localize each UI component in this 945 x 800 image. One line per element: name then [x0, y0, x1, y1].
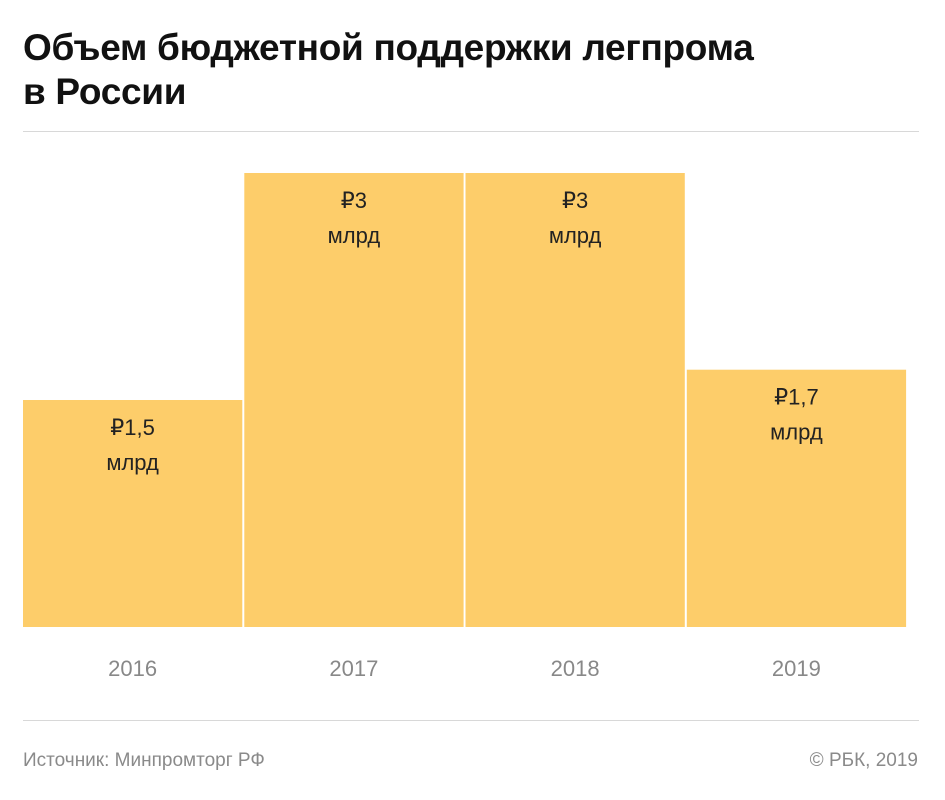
bottom-divider — [23, 720, 919, 721]
data-label-2018-value: ₽3 — [562, 188, 588, 213]
data-label-2016-unit: млрд — [106, 450, 159, 475]
source-note: Источник: Минпромторг РФ — [23, 750, 265, 771]
bar-2018 — [465, 173, 685, 627]
copyright-note: © РБК, 2019 — [809, 750, 918, 771]
x-tick-label-2019: 2019 — [772, 656, 821, 681]
data-label-2017-value: ₽3 — [341, 188, 367, 213]
x-tick-label-2017: 2017 — [329, 656, 378, 681]
x-tick-label-2016: 2016 — [108, 656, 157, 681]
bar-2019 — [686, 369, 907, 627]
data-label-2019-value: ₽1,7 — [774, 385, 819, 410]
data-label-2016-value: ₽1,5 — [110, 415, 155, 440]
bar-2016 — [23, 400, 243, 627]
data-label-2018-unit: млрд — [549, 223, 602, 248]
x-tick-label-2018: 2018 — [551, 656, 600, 681]
chart-title-line-1: Объем бюджетной поддержки легпрома — [23, 27, 754, 68]
chart-title: Объем бюджетной поддержки легпрома в Рос… — [23, 26, 903, 114]
data-label-2019-unit: млрд — [770, 420, 823, 445]
chart-title-line-2: в России — [23, 71, 187, 112]
top-divider — [23, 131, 919, 132]
data-label-2017-unit: млрд — [328, 223, 381, 248]
bar-2017 — [244, 173, 464, 627]
